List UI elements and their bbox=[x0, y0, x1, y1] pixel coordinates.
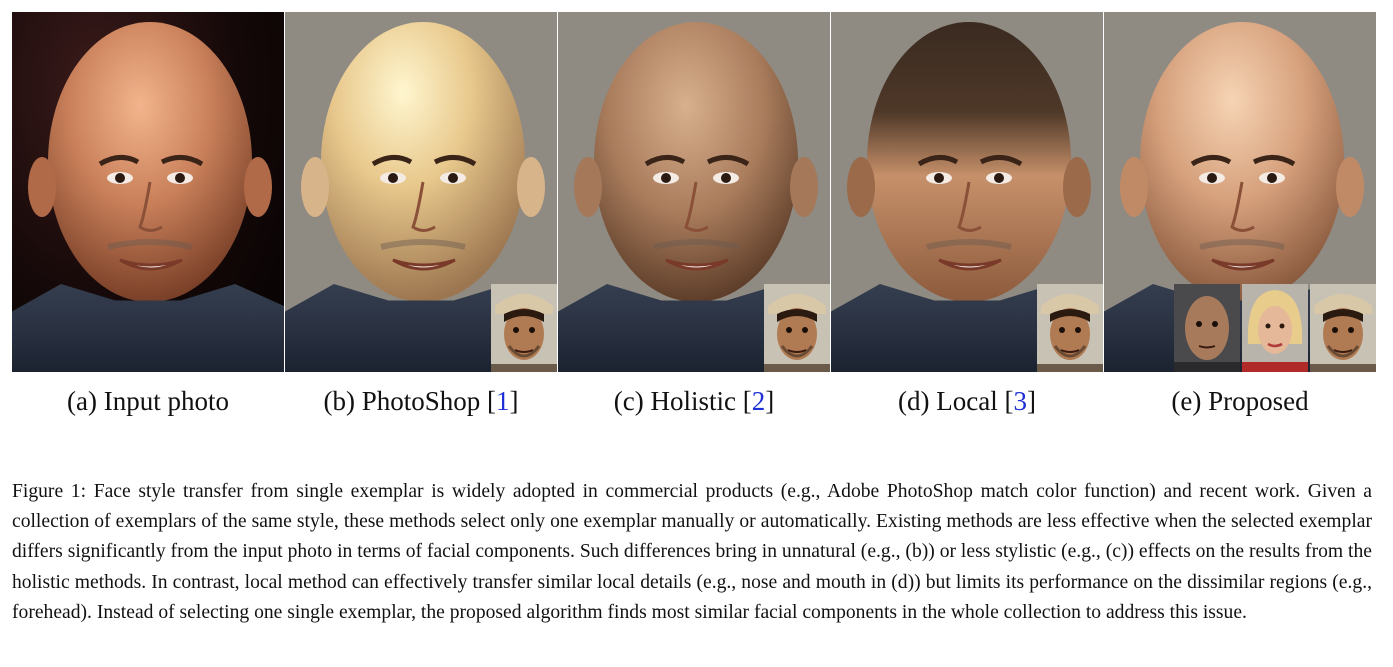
proposed-result-panel bbox=[1104, 12, 1376, 372]
input-photo-panel bbox=[12, 12, 284, 372]
citation-link[interactable]: 2 bbox=[751, 386, 766, 416]
exemplar-thumbnail-bald bbox=[1174, 284, 1240, 372]
citation-link[interactable]: 3 bbox=[1013, 386, 1027, 416]
subcaption-photoshop: (b) PhotoShop [1] bbox=[323, 386, 519, 416]
subcaption-proposed: (e) Proposed bbox=[1171, 386, 1309, 416]
citation-link[interactable]: 1 bbox=[496, 386, 510, 416]
photoshop-face-image bbox=[301, 22, 545, 302]
photoshop-result-panel bbox=[285, 12, 557, 372]
input-face-image bbox=[28, 22, 272, 302]
exemplar-thumbnail-blonde bbox=[1242, 284, 1308, 372]
holistic-result-panel bbox=[558, 12, 830, 372]
figure-image-strip bbox=[12, 12, 1376, 372]
subcaption-input-photo: (a) Input photo bbox=[67, 386, 229, 416]
exemplar-thumbnail bbox=[1310, 284, 1376, 372]
exemplar-thumbnail bbox=[491, 284, 557, 372]
subcaption-holistic: (c) Holistic [2] bbox=[613, 386, 775, 416]
proposed-face-image bbox=[1120, 22, 1364, 302]
figure-caption: Figure 1: Face style transfer from singl… bbox=[12, 481, 1372, 623]
local-face-image bbox=[847, 22, 1091, 302]
subcaption-local: (d) Local [3] bbox=[898, 386, 1036, 416]
exemplar-thumbnail bbox=[1037, 284, 1103, 372]
subfigure-captions: (a) Input photo (b) PhotoShop [1] (c) Ho… bbox=[12, 384, 1376, 420]
holistic-face-image bbox=[574, 22, 818, 302]
exemplar-thumbnail bbox=[764, 284, 830, 372]
local-result-panel bbox=[831, 12, 1103, 372]
